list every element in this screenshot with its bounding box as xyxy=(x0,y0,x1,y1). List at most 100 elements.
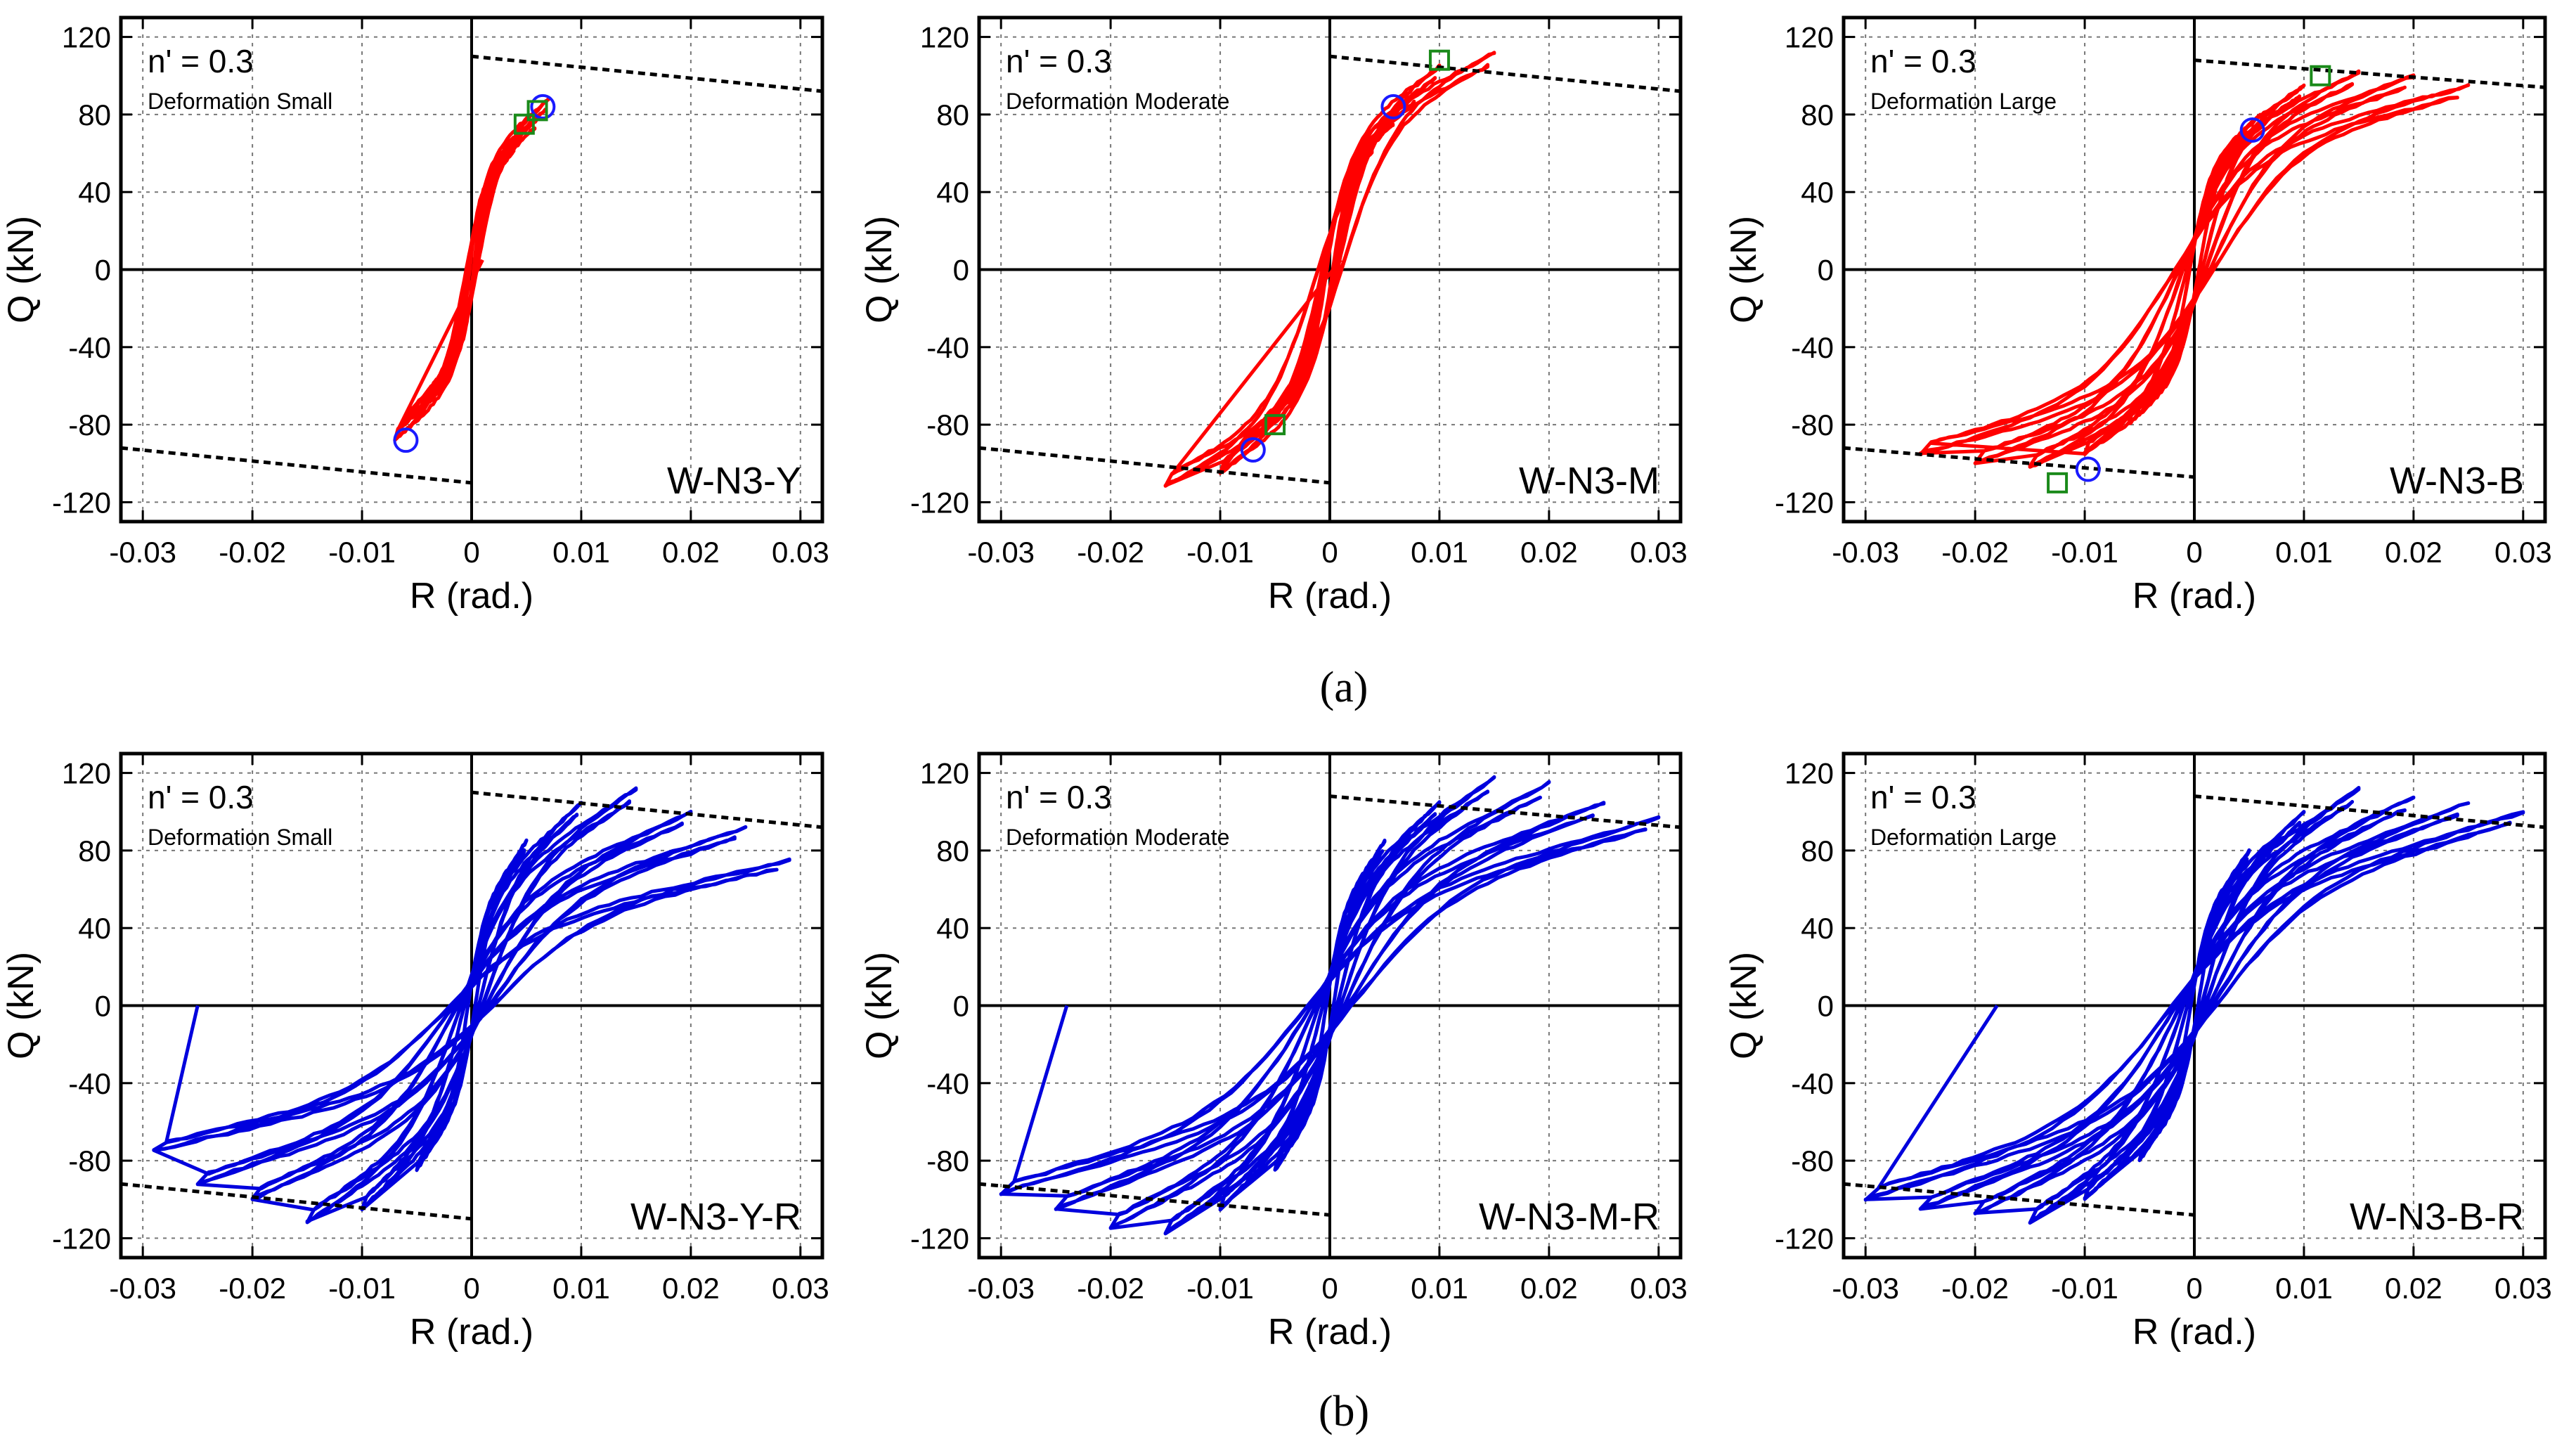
panel-label: W-N3-M-R xyxy=(1479,1196,1659,1238)
x-tick-label: 0.02 xyxy=(662,536,720,569)
x-tick-label: 0.01 xyxy=(552,536,610,569)
x-tick-label: 0.01 xyxy=(1411,536,1468,569)
y-tick-label: 0 xyxy=(95,254,111,287)
x-tick-label: 0.03 xyxy=(772,536,829,569)
y-tick-label: 80 xyxy=(78,834,111,867)
x-tick-label: -0.02 xyxy=(1941,536,2009,569)
y-tick-label: 0 xyxy=(95,990,111,1023)
y-tick-label: 0 xyxy=(1818,990,1834,1023)
square-marker xyxy=(513,113,535,135)
y-tick-label: -40 xyxy=(926,331,969,364)
square-marker xyxy=(1428,49,1450,71)
circle-marker xyxy=(1240,437,1266,463)
annotation-n: n' = 0.3 xyxy=(1006,779,1112,815)
capacity-line xyxy=(979,1182,1331,1217)
capacity-line xyxy=(1329,54,1681,93)
x-axis-label: R (rad.) xyxy=(410,1312,533,1353)
panel-label: W-N3-Y xyxy=(667,460,801,502)
annotation-n: n' = 0.3 xyxy=(1870,43,1976,79)
y-tick-label: 120 xyxy=(1785,757,1834,790)
x-tick-label: -0.03 xyxy=(109,1272,176,1305)
x-tick-label: -0.02 xyxy=(1941,1272,2009,1305)
capacity-line xyxy=(2194,794,2545,829)
x-tick-label: 0.03 xyxy=(772,1272,829,1305)
annotation-deformation: Deformation Small xyxy=(148,825,332,850)
y-tick-label: -120 xyxy=(1775,1222,1834,1255)
annotation-n: n' = 0.3 xyxy=(1006,43,1112,79)
y-axis-label: Q (kN) xyxy=(859,216,900,323)
panel-label: W-N3-B-R xyxy=(2350,1196,2524,1238)
capacity-line xyxy=(1329,794,1681,829)
hysteresis-curve xyxy=(999,775,1661,1236)
row-label-b: (b) xyxy=(1319,1388,1369,1435)
y-tick-label: 0 xyxy=(953,254,969,287)
y-tick-label: 80 xyxy=(936,834,969,867)
y-tick-label: -120 xyxy=(52,486,111,519)
x-tick-label: -0.02 xyxy=(219,1272,286,1305)
x-tick-label: -0.01 xyxy=(2051,536,2118,569)
x-tick-label: 0.01 xyxy=(552,1272,610,1305)
x-tick-label: 0.02 xyxy=(1520,1272,1578,1305)
hysteresis-curve xyxy=(1863,786,2525,1225)
capacity-line xyxy=(121,446,472,485)
y-tick-label: -120 xyxy=(1775,486,1834,519)
y-tick-label: -120 xyxy=(52,1222,111,1255)
x-tick-label: 0.01 xyxy=(2275,1272,2333,1305)
x-axis-label: R (rad.) xyxy=(2132,576,2256,617)
y-tick-label: -40 xyxy=(68,1067,111,1100)
y-tick-label: 40 xyxy=(78,176,111,209)
capacity-line xyxy=(471,54,822,93)
x-tick-label: -0.01 xyxy=(328,536,396,569)
capacity-line xyxy=(2194,58,2545,89)
x-tick-label: -0.01 xyxy=(1186,536,1254,569)
y-tick-label: -120 xyxy=(910,486,969,519)
y-tick-label: 120 xyxy=(920,21,969,54)
y-tick-label: -120 xyxy=(910,1222,969,1255)
x-tick-label: -0.01 xyxy=(328,1272,396,1305)
x-tick-label: -0.01 xyxy=(1186,1272,1254,1305)
circle-marker xyxy=(2239,117,2265,143)
hysteresis-curve xyxy=(1918,69,2471,469)
x-tick-label: 0.02 xyxy=(2385,536,2442,569)
y-tick-label: 0 xyxy=(953,990,969,1023)
y-tick-label: -80 xyxy=(926,408,969,441)
capacity-line xyxy=(1844,446,2195,479)
y-tick-label: -40 xyxy=(68,331,111,364)
panel-label: W-N3-M xyxy=(1519,460,1659,502)
x-tick-label: -0.03 xyxy=(109,536,176,569)
x-tick-label: 0 xyxy=(463,536,479,569)
x-tick-label: 0 xyxy=(2186,536,2202,569)
x-tick-label: -0.01 xyxy=(2051,1272,2118,1305)
panel-label: W-N3-B xyxy=(2390,460,2524,502)
y-tick-label: -40 xyxy=(1791,1067,1834,1100)
square-marker xyxy=(526,100,548,122)
y-tick-label: 40 xyxy=(936,912,969,945)
y-tick-label: 80 xyxy=(78,98,111,131)
annotation-deformation: Deformation Large xyxy=(1870,89,2057,114)
y-axis-label: Q (kN) xyxy=(1723,216,1764,323)
x-tick-label: 0.01 xyxy=(1411,1272,1468,1305)
annotation-n: n' = 0.3 xyxy=(148,43,254,79)
x-tick-label: 0.01 xyxy=(2275,536,2333,569)
y-tick-label: -40 xyxy=(1791,331,1834,364)
x-tick-label: -0.03 xyxy=(967,1272,1035,1305)
x-tick-label: -0.02 xyxy=(1077,1272,1144,1305)
series-hysteresis xyxy=(979,775,1681,1236)
y-tick-label: -80 xyxy=(68,408,111,441)
capacity-line xyxy=(979,446,1331,485)
chart-panel-w-n3-m: -0.03 -0.02 -0.01 0 0.01 0.02 0.03 -120 -80 -40 0 4… xyxy=(859,15,1688,617)
y-tick-label: 40 xyxy=(1801,176,1834,209)
circle-marker xyxy=(530,93,556,120)
x-tick-label: 0.03 xyxy=(1630,1272,1688,1305)
capacity-line xyxy=(471,790,822,829)
y-tick-label: -40 xyxy=(926,1067,969,1100)
y-tick-label: 40 xyxy=(936,176,969,209)
hysteresis-curve xyxy=(393,96,550,442)
y-tick-label: 80 xyxy=(936,98,969,131)
square-marker xyxy=(2310,65,2331,86)
series-hysteresis xyxy=(1844,786,2545,1225)
x-tick-label: -0.02 xyxy=(219,536,286,569)
chart-panel-w-n3-m-r: -0.03 -0.02 -0.01 0 0.01 0.02 0.03 -120 -80 -40 0 4… xyxy=(859,751,1688,1353)
x-axis-label: R (rad.) xyxy=(1268,1312,1392,1353)
row-label-a: (a) xyxy=(1320,664,1368,711)
